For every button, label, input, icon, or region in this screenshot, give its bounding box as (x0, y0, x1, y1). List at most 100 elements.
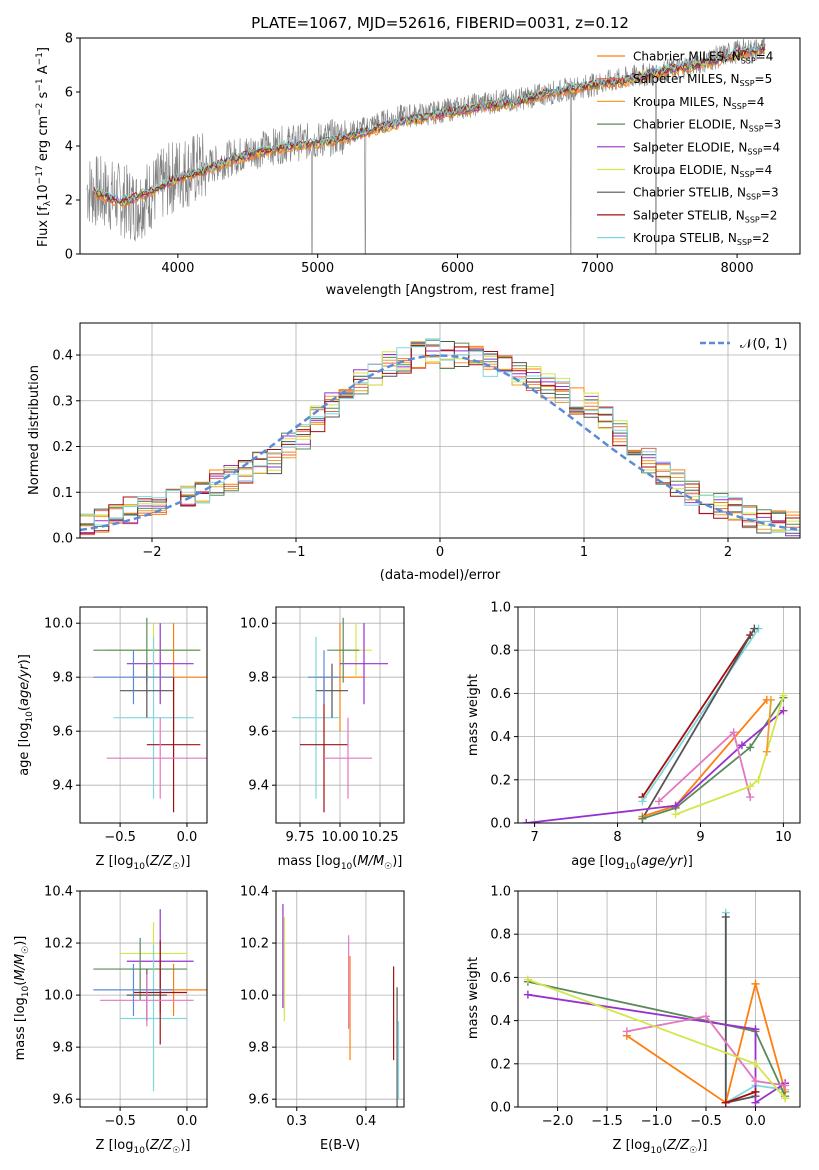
weight-marker (638, 797, 647, 806)
y-tick-label: 0.1 (52, 486, 73, 501)
gauss-legend-label: 𝒩(0, 1) (740, 337, 787, 352)
x-tick-label: 7 (530, 830, 538, 845)
weight-marker (655, 797, 663, 806)
legend-label: Chabrier MILES, NSSP=4 (633, 50, 773, 66)
z-weight-xlabel: Z [log10(Z/Z☉)] (613, 1138, 708, 1156)
weight-marker (766, 695, 775, 704)
y-tick-label: 10.0 (44, 989, 73, 1004)
spectrum-legend: Chabrier MILES, NSSP=4 Salpeter MILES, NS… (597, 50, 781, 247)
histogram-step-line (80, 343, 800, 532)
y-tick-label: 9.4 (248, 779, 269, 794)
weight-marker (638, 814, 647, 823)
spectrum-xlabel: wavelength [Angstrom, rest frame] (326, 283, 555, 298)
z-mass-xlabel: Z [log10(Z/Z☉)] (96, 1138, 191, 1156)
weight-line (526, 710, 784, 823)
weight-line (725, 1091, 756, 1104)
weight-marker (754, 775, 763, 784)
weight-marker (729, 728, 738, 737)
weight-marker (622, 1027, 631, 1036)
y-tick-label: 0.0 (490, 1101, 511, 1116)
x-tick-label: 9.75 (286, 830, 315, 845)
weight-marker (751, 1077, 760, 1086)
weight-marker (779, 691, 788, 700)
gauss-legend: 𝒩(0, 1) (700, 337, 787, 352)
y-tick-label: 9.8 (248, 1041, 269, 1056)
weight-marker (751, 1059, 760, 1068)
weight-line (641, 628, 760, 802)
y-tick-label: 0.2 (490, 773, 511, 788)
y-tick-label: 10.0 (240, 617, 269, 632)
y-tick-label: 10.0 (44, 617, 73, 632)
y-tick-label: 1.0 (490, 601, 511, 616)
x-tick-label: 1 (580, 545, 588, 560)
weight-marker (751, 1098, 760, 1107)
y-tick-label: 0.6 (490, 971, 511, 986)
y-tick-label: 0.4 (490, 730, 511, 745)
age-weight-panel: 7 8 9 10 0.0 0.2 0.4 0.6 0.8 1.0 age [log10(age/y… (466, 601, 801, 872)
weight-marker (746, 743, 755, 752)
weight-marker (750, 624, 759, 633)
x-tick-label: 7000 (581, 261, 614, 276)
weight-line (675, 695, 785, 816)
y-tick-label: 8 (65, 32, 73, 47)
y-tick-label: 0.8 (490, 928, 511, 943)
weight-marker (721, 912, 730, 921)
y-tick-label: 10.4 (44, 885, 73, 900)
weight-marker (522, 819, 531, 823)
legend-label: Salpeter STELIB, NSSP=2 (633, 208, 777, 224)
legend-label: Salpeter MILES, NSSP=5 (633, 72, 772, 88)
x-tick-label: 0.3 (286, 1114, 307, 1129)
weight-marker (781, 1081, 790, 1090)
y-tick-label: 0.0 (52, 532, 73, 547)
y-tick-label: 9.8 (52, 671, 73, 686)
z-mass-panel: −0.5 0.0 9.6 9.8 10.0 10.2 10.4 Z [log10(Z/Z☉)… (13, 885, 208, 1156)
axes-frame (275, 890, 405, 1108)
x-tick-label: 5000 (301, 261, 334, 276)
y-tick-label: 10.2 (44, 937, 73, 952)
weight-marker (779, 706, 788, 715)
ebv-mass-panel: 0.3 0.4 9.6 9.8 10.0 10.2 10.4 E(B-V) (240, 885, 405, 1153)
axes-frame (275, 606, 405, 824)
y-tick-label: 6 (65, 86, 73, 101)
legend-label: Kroupa STELIB, NSSP=2 (633, 231, 770, 247)
y-tick-label: 10.4 (240, 885, 269, 900)
axes-frame (517, 606, 801, 824)
legend-label: Salpeter ELODIE, NSSP=4 (633, 140, 780, 156)
x-tick-label: 10.25 (361, 830, 398, 845)
spectrum-ylabel: Flux [fλ10−17 erg cm−2 s−1 A−1] (35, 47, 53, 247)
y-tick-label: 9.6 (52, 725, 73, 740)
model-spectrum-line (93, 44, 766, 203)
legend-label: Chabrier STELIB, NSSP=3 (633, 186, 779, 202)
y-tick-label: 2 (65, 194, 73, 209)
y-tick-label: 9.6 (52, 1093, 73, 1108)
z-mass-ylabel: mass [log10(M/M☉)] (13, 936, 31, 1061)
mass-age-panel: 9.75 10.00 10.25 9.4 9.6 9.8 10.0 mass [log10(… (240, 606, 405, 872)
x-tick-label: −1.0 (641, 1114, 673, 1129)
y-tick-label: 0 (65, 248, 73, 263)
x-tick-label: 9 (696, 830, 704, 845)
x-tick-label: 6000 (441, 261, 474, 276)
weight-marker (721, 1098, 730, 1107)
x-tick-label: −0.5 (104, 830, 136, 845)
z-age-xlabel: Z [log10(Z/Z☉)] (96, 854, 191, 872)
y-tick-label: 0.4 (52, 349, 73, 364)
weight-line (641, 628, 756, 820)
y-tick-label: 1.0 (490, 885, 511, 900)
y-tick-label: 10.0 (240, 989, 269, 1004)
y-tick-label: 0.3 (52, 394, 73, 409)
weight-marker (751, 1025, 760, 1034)
histogram-ylabel: Normed distribution (27, 365, 42, 495)
y-tick-label: 0.2 (490, 1057, 511, 1072)
y-tick-label: 9.4 (52, 779, 73, 794)
axes-frame (79, 606, 208, 824)
y-tick-label: 0.6 (490, 687, 511, 702)
x-tick-label: 2 (724, 545, 732, 560)
z-weight-panel: −2.0 −1.5 −1.0 −0.5 0.0 0.0 0.2 0.4 0.6 0.8 1.0 Z … (466, 885, 801, 1156)
x-tick-label: 10.00 (321, 830, 358, 845)
histogram-xlabel: (data-model)/error (380, 568, 501, 583)
x-tick-label: −2.0 (542, 1114, 574, 1129)
x-tick-label: −0.5 (690, 1114, 722, 1129)
histogram-step-line (80, 338, 800, 533)
age-weight-xlabel: age [log10(age/yr)] (571, 854, 693, 872)
